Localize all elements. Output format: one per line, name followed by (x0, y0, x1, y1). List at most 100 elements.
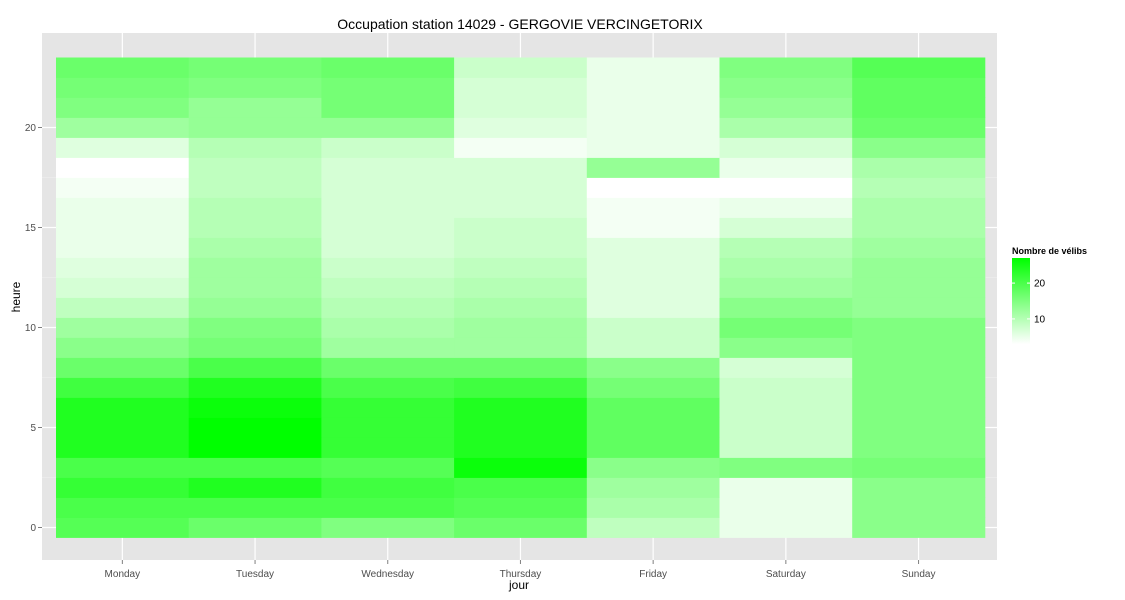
x-tick-label-tuesday: Tuesday (236, 569, 274, 580)
heatmap-cell-monday-17 (56, 177, 190, 198)
heatmap-cell-sunday-10 (852, 317, 986, 338)
heatmap-cell-monday-9 (56, 337, 190, 358)
heatmap-cell-monday-4 (56, 437, 190, 458)
heatmap-cell-thursday-1 (454, 497, 588, 518)
x-axis-title: jour (508, 578, 529, 592)
heatmap-cell-wednesday-4 (321, 437, 455, 458)
heatmap-cell-saturday-9 (719, 337, 853, 358)
heatmap-cell-tuesday-23 (188, 57, 322, 78)
heatmap-cell-sunday-8 (852, 357, 986, 378)
heatmap-cell-sunday-4 (852, 437, 986, 458)
heatmap-cell-friday-19 (586, 137, 720, 158)
y-axis-title: heure (9, 281, 23, 312)
x-tick-label-wednesday: Wednesday (361, 569, 414, 580)
heatmap-cell-wednesday-7 (321, 377, 455, 398)
heatmap-cell-thursday-15 (454, 217, 588, 238)
heatmap-cell-tuesday-18 (188, 157, 322, 178)
heatmap-cell-wednesday-20 (321, 117, 455, 138)
heatmap-cell-friday-4 (586, 437, 720, 458)
heatmap-cell-tuesday-22 (188, 77, 322, 98)
heatmap-cell-thursday-4 (454, 437, 588, 458)
heatmap-cell-wednesday-8 (321, 357, 455, 378)
heatmap-cell-monday-15 (56, 217, 190, 238)
heatmap-cell-friday-1 (586, 497, 720, 518)
heatmap-cell-monday-19 (56, 137, 190, 158)
heatmap-cell-tuesday-13 (188, 257, 322, 278)
heatmap-cell-tuesday-17 (188, 177, 322, 198)
heatmap-cell-monday-16 (56, 197, 190, 218)
heatmap-cell-saturday-11 (719, 297, 853, 318)
x-axis: Monday Tuesday Wednesday Thursday Friday Satu… (105, 560, 936, 580)
heatmap-cell-sunday-6 (852, 397, 986, 418)
heatmap-cell-wednesday-10 (321, 317, 455, 338)
heatmap-cell-saturday-0 (719, 517, 853, 538)
heatmap-cell-monday-21 (56, 97, 190, 118)
heatmap-cell-friday-6 (586, 397, 720, 418)
x-tick-label-thursday: Thursday (500, 569, 542, 580)
heatmap-cell-saturday-6 (719, 397, 853, 418)
heatmap-cell-friday-2 (586, 477, 720, 498)
heatmap-cell-sunday-12 (852, 277, 986, 298)
heatmap-cell-tuesday-3 (188, 457, 322, 478)
heatmap-cell-sunday-7 (852, 377, 986, 398)
heatmap-cell-saturday-8 (719, 357, 853, 378)
heatmap-cell-wednesday-3 (321, 457, 455, 478)
heatmap-cell-monday-3 (56, 457, 190, 478)
legend-title: Nombre de vélibs (1012, 246, 1087, 256)
heatmap-cell-thursday-17 (454, 177, 588, 198)
heatmap-cell-thursday-12 (454, 277, 588, 298)
heatmap-cell-sunday-22 (852, 77, 986, 98)
heatmap-cell-wednesday-14 (321, 237, 455, 258)
heatmap-cell-sunday-11 (852, 297, 986, 318)
heatmap-cell-wednesday-0 (321, 517, 455, 538)
heatmap-cell-friday-13 (586, 257, 720, 278)
y-tick-label-1: 5 (30, 423, 36, 434)
chart-title: Occupation station 14029 - GERGOVIE VERC… (337, 16, 703, 32)
heatmap-cell-thursday-18 (454, 157, 588, 178)
heatmap-cell-monday-14 (56, 237, 190, 258)
heatmap-cell-thursday-7 (454, 377, 588, 398)
y-tick-label-4: 20 (25, 123, 37, 134)
heatmap-cell-sunday-2 (852, 477, 986, 498)
heatmap-cell-sunday-1 (852, 497, 986, 518)
heatmap-cell-wednesday-19 (321, 137, 455, 158)
y-axis: 0 5 10 15 20 (25, 123, 42, 534)
heatmap-cell-thursday-20 (454, 117, 588, 138)
heatmap-cell-monday-12 (56, 277, 190, 298)
x-tick-label-friday: Friday (639, 569, 667, 580)
heatmap-cell-tuesday-19 (188, 137, 322, 158)
x-tick-label-monday: Monday (105, 569, 141, 580)
heatmap-cell-friday-9 (586, 337, 720, 358)
heatmap-cell-tuesday-14 (188, 237, 322, 258)
heatmap-cell-saturday-12 (719, 277, 853, 298)
heatmap-cell-wednesday-1 (321, 497, 455, 518)
heatmap-cell-tuesday-15 (188, 217, 322, 238)
heatmap-cell-wednesday-22 (321, 77, 455, 98)
x-tick-label-sunday: Sunday (902, 569, 936, 580)
heatmap-cell-thursday-2 (454, 477, 588, 498)
heatmap-cell-tuesday-20 (188, 117, 322, 138)
heatmap-cell-thursday-8 (454, 357, 588, 378)
heatmap-cell-saturday-18 (719, 157, 853, 178)
heatmap-cell-tuesday-21 (188, 97, 322, 118)
heatmap-cell-thursday-10 (454, 317, 588, 338)
heatmap-cell-saturday-17 (719, 177, 853, 198)
heatmap-tiles (56, 57, 986, 538)
heatmap-cell-saturday-22 (719, 77, 853, 98)
y-tick-label-0: 0 (30, 523, 36, 534)
heatmap-cell-thursday-14 (454, 237, 588, 258)
heatmap-cell-thursday-11 (454, 297, 588, 318)
heatmap-cell-monday-11 (56, 297, 190, 318)
heatmap-cell-tuesday-9 (188, 337, 322, 358)
heatmap-cell-friday-12 (586, 277, 720, 298)
heatmap-cell-sunday-18 (852, 157, 986, 178)
heatmap-cell-monday-13 (56, 257, 190, 278)
heatmap-cell-monday-23 (56, 57, 190, 78)
heatmap-cell-thursday-22 (454, 77, 588, 98)
heatmap-cell-wednesday-15 (321, 217, 455, 238)
heatmap-cell-wednesday-6 (321, 397, 455, 418)
heatmap-cell-wednesday-9 (321, 337, 455, 358)
heatmap-cell-friday-11 (586, 297, 720, 318)
heatmap-cell-sunday-20 (852, 117, 986, 138)
heatmap-cell-sunday-16 (852, 197, 986, 218)
